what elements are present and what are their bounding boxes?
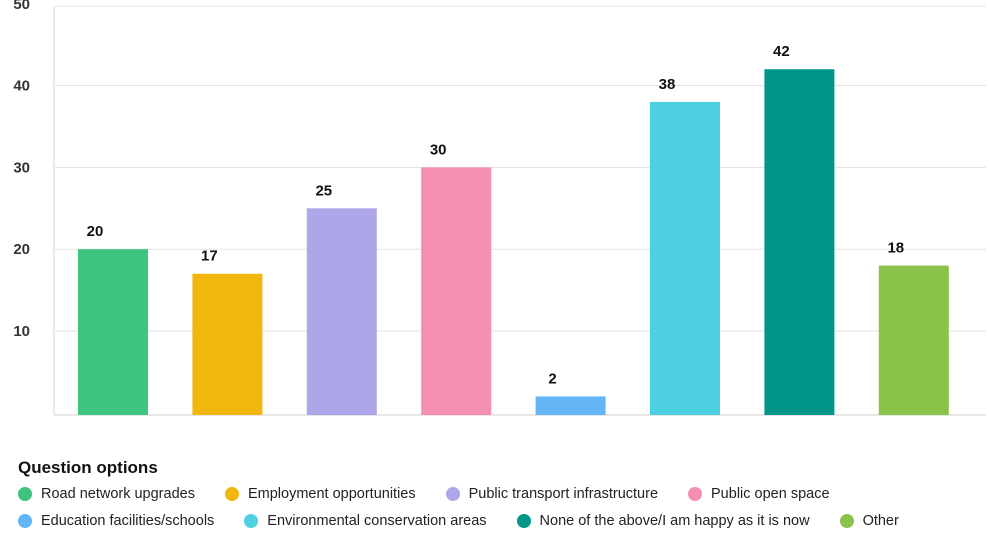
legend-swatch	[688, 487, 703, 501]
legend-label: Road network upgrades	[41, 486, 195, 502]
legend-item: Education facilities/schools	[18, 513, 214, 529]
data-label: 2	[548, 370, 556, 387]
data-label: 42	[773, 43, 790, 60]
y-tick-label: 50	[13, 0, 30, 13]
legend-swatch	[224, 487, 239, 501]
legend-item: Public open space	[688, 486, 830, 502]
y-tick-label: 10	[13, 323, 30, 340]
legend-swatch	[18, 487, 32, 501]
legend-swatch	[839, 514, 854, 528]
bar	[78, 249, 148, 415]
legend-swatch	[18, 514, 32, 528]
y-tick-label: 20	[13, 241, 30, 258]
data-label: 38	[659, 76, 676, 93]
data-labels: 20 17 25 30 2 38 42 18	[87, 43, 904, 387]
bar	[306, 208, 377, 415]
legend-label: Other	[862, 513, 899, 529]
legend-item: Other	[839, 513, 899, 529]
legend-label: Employment opportunities	[247, 486, 416, 502]
legend-label: Environmental conservation areas	[267, 513, 487, 529]
data-label: 30	[430, 141, 447, 158]
legend-title: Question options	[18, 458, 158, 477]
data-label: 25	[315, 182, 332, 199]
legend-item: Environmental conservation areas	[244, 513, 487, 529]
bar	[421, 167, 492, 415]
bars	[78, 69, 949, 416]
legend-item: Public transport infrastructure	[445, 486, 659, 502]
legend-items: Road network upgrades Employment opportun…	[18, 486, 983, 529]
y-tick-label: 40	[13, 78, 30, 95]
y-tick-label: 30	[13, 159, 30, 176]
legend-label: None of the above/I am happy as it is no…	[539, 513, 810, 529]
legend-swatch	[516, 514, 531, 528]
legend-swatch	[244, 514, 259, 528]
legend-label: Education facilities/schools	[41, 513, 215, 529]
bar	[878, 265, 949, 415]
bar	[764, 69, 835, 416]
data-label: 18	[887, 240, 904, 257]
bar-chart: 10 20 30 40 50 20 17 25 30 2 38 42 18	[13, 0, 986, 416]
data-label: 20	[87, 223, 104, 240]
y-axis-ticks: 10 20 30 40 50	[13, 0, 30, 340]
legend-label: Public transport infrastructure	[468, 486, 659, 502]
legend-item: Road network upgrades	[18, 486, 195, 502]
legend-item: Employment opportunities	[224, 486, 416, 502]
bar	[192, 273, 263, 415]
legend: Question options Road network upgrades Em…	[18, 458, 983, 529]
legend-item: None of the above/I am happy as it is no…	[516, 513, 810, 529]
legend-swatch	[445, 487, 460, 501]
bar	[535, 396, 606, 415]
data-label: 17	[201, 248, 218, 265]
legend-label: Public open space	[711, 486, 830, 502]
bar	[650, 101, 720, 416]
